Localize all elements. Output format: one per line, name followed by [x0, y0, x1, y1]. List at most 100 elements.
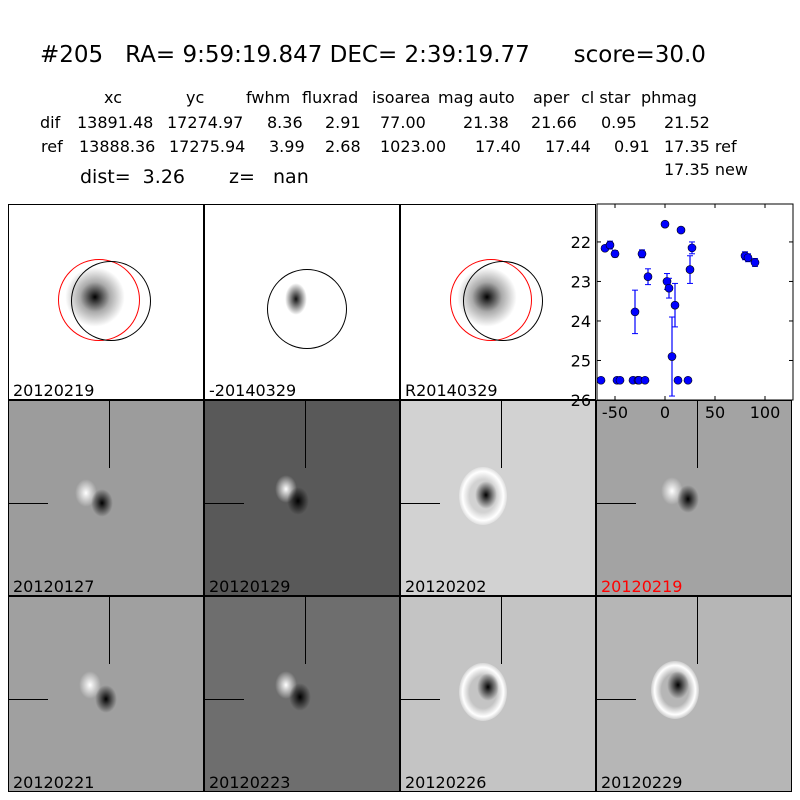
stamp-20120127: 20120127 [8, 400, 204, 596]
data-point [687, 243, 697, 253]
plot-area [596, 203, 794, 401]
table-cell: 17.35 ref [664, 137, 737, 156]
column-header: fluxrad [302, 88, 359, 107]
crosshair-horizontal [9, 503, 48, 504]
table-cell: 21.38 [463, 113, 509, 132]
data-point [596, 375, 606, 385]
column-header: mag auto [438, 88, 515, 107]
stamp-20120202: 20120202 [400, 400, 596, 596]
crosshair-vertical [501, 597, 502, 664]
table-cell: 17274.97 [167, 113, 244, 132]
table-cell: 2.91 [325, 113, 361, 132]
data-point [667, 352, 677, 361]
crosshair-horizontal [401, 699, 440, 700]
negative-residual [287, 487, 309, 515]
data-point [685, 265, 695, 274]
data-point [643, 272, 653, 282]
crosshair-vertical [305, 401, 306, 468]
crosshair-horizontal [9, 699, 48, 700]
table-cell: 2.68 [325, 137, 361, 156]
stamp-label: 20120202 [405, 577, 487, 596]
stamp-label: 20120226 [405, 773, 487, 792]
table-cell: 3.99 [269, 137, 305, 156]
stamp-label: 20120229 [601, 773, 683, 792]
negative-residual [477, 673, 499, 701]
table-cell: 21.52 [664, 113, 710, 132]
row-label: ref [41, 137, 63, 156]
crosshair-vertical [305, 597, 306, 664]
dif-aperture-circle [267, 269, 347, 349]
crosshair-vertical [697, 401, 698, 468]
crosshair-vertical [501, 401, 502, 468]
data-point [660, 219, 670, 229]
stamp-20120219: 20120219 [596, 400, 792, 596]
table-cell: 0.95 [601, 113, 637, 132]
negative-residual [475, 481, 497, 509]
stamp-20120229: 20120229 [596, 596, 792, 792]
column-header: phmag [641, 88, 697, 107]
data-point [673, 375, 683, 385]
stamp-label: 20120127 [13, 577, 95, 596]
dif-aperture-circle [463, 261, 543, 341]
z-value: z= nan [229, 166, 309, 188]
crosshair-horizontal [597, 503, 636, 504]
new-phmag: 17.35 new [664, 160, 748, 179]
table-cell: 0.91 [614, 137, 650, 156]
reference-image-panel: R20140329 [400, 204, 596, 400]
crosshair-horizontal [597, 699, 636, 700]
column-header: yc [186, 88, 205, 107]
table-cell: 21.66 [531, 113, 577, 132]
stamp-20120226: 20120226 [400, 596, 596, 792]
data-point [633, 375, 643, 385]
data-point [662, 277, 672, 286]
panel-label: R20140329 [405, 381, 498, 400]
data-point [637, 249, 647, 259]
table-cell: 13888.36 [79, 137, 156, 156]
data-point [664, 283, 674, 293]
crosshair-vertical [109, 597, 110, 664]
table-cell: 17.44 [545, 137, 591, 156]
table-cell: 17.40 [475, 137, 521, 156]
negative-residual [677, 485, 699, 513]
column-header: isoarea [372, 88, 431, 107]
difference-image-panel: -20140329 [204, 204, 400, 400]
crosshair-vertical [109, 401, 110, 468]
crosshair-horizontal [205, 503, 244, 504]
stamp-20120223: 20120223 [204, 596, 400, 792]
table-cell: 77.00 [380, 113, 426, 132]
data-point [615, 375, 625, 385]
panel-label: -20140329 [209, 381, 297, 400]
data-point [683, 375, 693, 385]
table-cell: 8.36 [267, 113, 303, 132]
data-point [676, 225, 686, 235]
data-point [750, 258, 760, 267]
table-cell: 17275.94 [169, 137, 246, 156]
data-point [628, 375, 638, 385]
column-header: aper [533, 88, 570, 107]
dif-aperture-circle [71, 261, 151, 341]
candidate-title: #205 RA= 9:59:19.847 DEC= 2:39:19.77 sco… [40, 42, 706, 68]
data-point [600, 243, 610, 253]
negative-residual [667, 671, 689, 699]
data-point [743, 253, 753, 263]
table-cell: 13891.48 [77, 113, 154, 132]
stamp-20120221: 20120221 [8, 596, 204, 792]
data-point [612, 375, 622, 385]
stamp-label: 20120223 [209, 773, 291, 792]
data-point [670, 300, 680, 310]
data-point [605, 240, 615, 250]
crosshair-horizontal [205, 699, 244, 700]
stamp-20120129: 20120129 [204, 400, 400, 596]
column-header: xc [104, 88, 122, 107]
data-point [640, 375, 650, 385]
crosshair-horizontal [401, 503, 440, 504]
negative-residual [95, 685, 117, 713]
stamp-label: 20120221 [13, 773, 95, 792]
distance-value: dist= 3.26 [80, 166, 185, 188]
table-cell: 1023.00 [380, 137, 447, 156]
stamp-label: 20120219 [601, 577, 683, 596]
row-label: dif [40, 113, 61, 132]
column-header: cl star [581, 88, 631, 107]
data-point [630, 307, 640, 317]
negative-residual [289, 683, 311, 711]
